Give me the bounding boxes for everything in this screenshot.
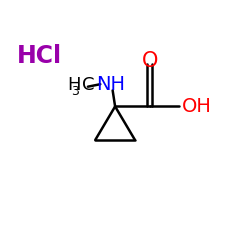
Text: H: H	[67, 76, 80, 94]
Text: C: C	[82, 76, 94, 94]
Text: NH: NH	[96, 75, 125, 94]
Text: OH: OH	[182, 97, 212, 116]
Text: HCl: HCl	[17, 44, 62, 68]
Text: 3: 3	[72, 85, 79, 98]
Text: O: O	[142, 51, 158, 71]
